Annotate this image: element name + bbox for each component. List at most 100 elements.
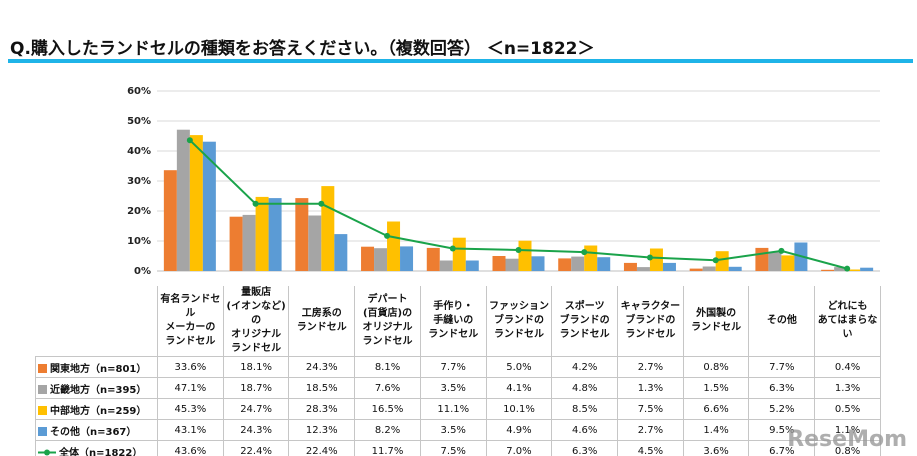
value-cell: 4.2% <box>551 356 619 378</box>
bar <box>361 246 375 271</box>
data-row: 関東地方（n=801） 33.6% 18.1% 24.3% 8.1% 7.7% 5.0% 4.… <box>35 356 881 378</box>
bar <box>229 216 243 271</box>
category-label: 有名ランドセル メーカーの ランドセル <box>157 286 224 357</box>
value-cell: 3.6% <box>682 440 750 456</box>
chart-title: Q.購入したランドセルの種類をお答えください。（複数回答） ＜n=1822＞ <box>10 39 595 59</box>
bar <box>492 256 506 271</box>
line-marker <box>384 232 391 239</box>
line-marker <box>844 265 851 272</box>
value-cell: 22.4% <box>222 440 290 456</box>
bar <box>597 257 611 271</box>
bar <box>387 221 401 271</box>
bar <box>781 255 795 271</box>
y-tick-label: 30% <box>127 176 151 187</box>
value-cell: 2.7% <box>617 356 684 378</box>
legend-label: 近畿地方（n=395） <box>50 384 147 396</box>
bar <box>308 215 322 271</box>
legend-key <box>38 363 47 373</box>
bar <box>295 198 309 271</box>
value-cell: 6.3% <box>748 377 816 399</box>
value-cell: 18.5% <box>288 377 356 399</box>
bar <box>821 269 835 271</box>
y-tick-label: 20% <box>127 206 151 217</box>
category-label: 手作り・ 手縫いの ランドセル <box>419 286 487 357</box>
line-marker <box>712 257 719 264</box>
y-tick-label: 40% <box>127 146 151 157</box>
header-row: 有名ランドセル メーカーの ランドセル 量販店 (イオンなど)の オリジナル ラン… <box>36 286 881 357</box>
value-cell: 1.4% <box>682 419 750 441</box>
watermark: ReseMom <box>787 427 907 452</box>
bar <box>715 251 729 271</box>
value-cell: 0.5% <box>814 398 881 420</box>
value-cell: 4.9% <box>485 419 553 441</box>
title-rule <box>8 59 913 63</box>
value-cell: 6.6% <box>682 398 750 420</box>
bar <box>268 198 282 271</box>
value-cell: 4.1% <box>485 377 553 399</box>
value-cell: 1.3% <box>814 377 881 399</box>
category-label: ファッション ブランドの ランドセル <box>485 286 553 357</box>
value-cell: 12.3% <box>288 419 356 441</box>
bar <box>255 196 269 271</box>
value-cell: 24.3% <box>288 356 356 378</box>
value-cell: 0.8% <box>682 356 750 378</box>
value-cell: 8.2% <box>354 419 421 441</box>
bar <box>558 258 572 271</box>
y-tick-label: 50% <box>127 116 151 127</box>
value-cell: 4.5% <box>617 440 684 456</box>
value-cell: 5.2% <box>748 398 816 420</box>
value-cell: 8.1% <box>354 356 421 378</box>
bar <box>202 141 216 271</box>
legend-line <box>38 449 56 455</box>
value-cell: 11.7% <box>354 440 421 456</box>
data-row: 中部地方（n=259） 45.3% 24.7% 28.3% 16.5% 11.1% 10.1… <box>35 398 881 420</box>
value-cell: 33.6% <box>157 356 224 378</box>
category-label: キャラクター ブランドの ランドセル <box>617 286 684 357</box>
bar <box>636 267 650 271</box>
bar <box>571 256 585 271</box>
bar <box>242 214 256 271</box>
value-cell: 7.0% <box>485 440 553 456</box>
category-label: 量販店 (イオンなど)の オリジナル ランドセル <box>222 286 290 357</box>
line-marker <box>515 247 522 253</box>
bar <box>505 258 519 271</box>
value-cell: 45.3% <box>157 398 224 420</box>
value-cell: 11.1% <box>419 398 487 420</box>
value-cell: 1.3% <box>617 377 684 399</box>
bar <box>860 267 874 271</box>
bar <box>518 240 532 271</box>
legend-entry: 全体（n=1822） <box>35 440 158 456</box>
value-cell: 47.1% <box>157 377 224 399</box>
line-marker <box>449 245 456 252</box>
bar <box>584 245 598 271</box>
legend-entry: 関東地方（n=801） <box>35 356 158 378</box>
line-marker <box>252 200 259 207</box>
category-label: スポーツ ブランドの ランドセル <box>551 286 619 357</box>
value-cell: 4.8% <box>551 377 619 399</box>
legend-entry: 中部地方（n=259） <box>35 398 158 420</box>
bar <box>374 248 388 271</box>
bar <box>847 269 861 271</box>
value-cell: 7.5% <box>419 440 487 456</box>
value-cell: 5.0% <box>485 356 553 378</box>
value-cell: 7.7% <box>419 356 487 378</box>
legend-label: その他（n=367） <box>50 426 137 438</box>
value-cell: 7.6% <box>354 377 421 399</box>
value-cell: 4.6% <box>551 419 619 441</box>
bar <box>834 267 848 271</box>
legend-entry: その他（n=367） <box>35 419 158 441</box>
value-cell: 0.8% <box>814 440 881 456</box>
bar <box>662 262 676 271</box>
value-cell: 24.7% <box>222 398 290 420</box>
line-marker <box>778 247 785 254</box>
chart: 0% 10% 20% 30% 40% 50% 60% <box>127 86 880 277</box>
value-cell: 18.7% <box>222 377 290 399</box>
y-tick-label: 10% <box>127 236 151 247</box>
line-marker <box>318 200 325 207</box>
value-cell: 10.1% <box>485 398 553 420</box>
data-row: 全体（n=1822） 43.6% 22.4% 22.4% 11.7% 7.5% 7.0% 6.… <box>35 440 881 456</box>
bar <box>689 268 703 271</box>
legend-label: 中部地方（n=259） <box>50 405 147 417</box>
value-cell: 43.1% <box>157 419 224 441</box>
value-cell: 1.5% <box>682 377 750 399</box>
